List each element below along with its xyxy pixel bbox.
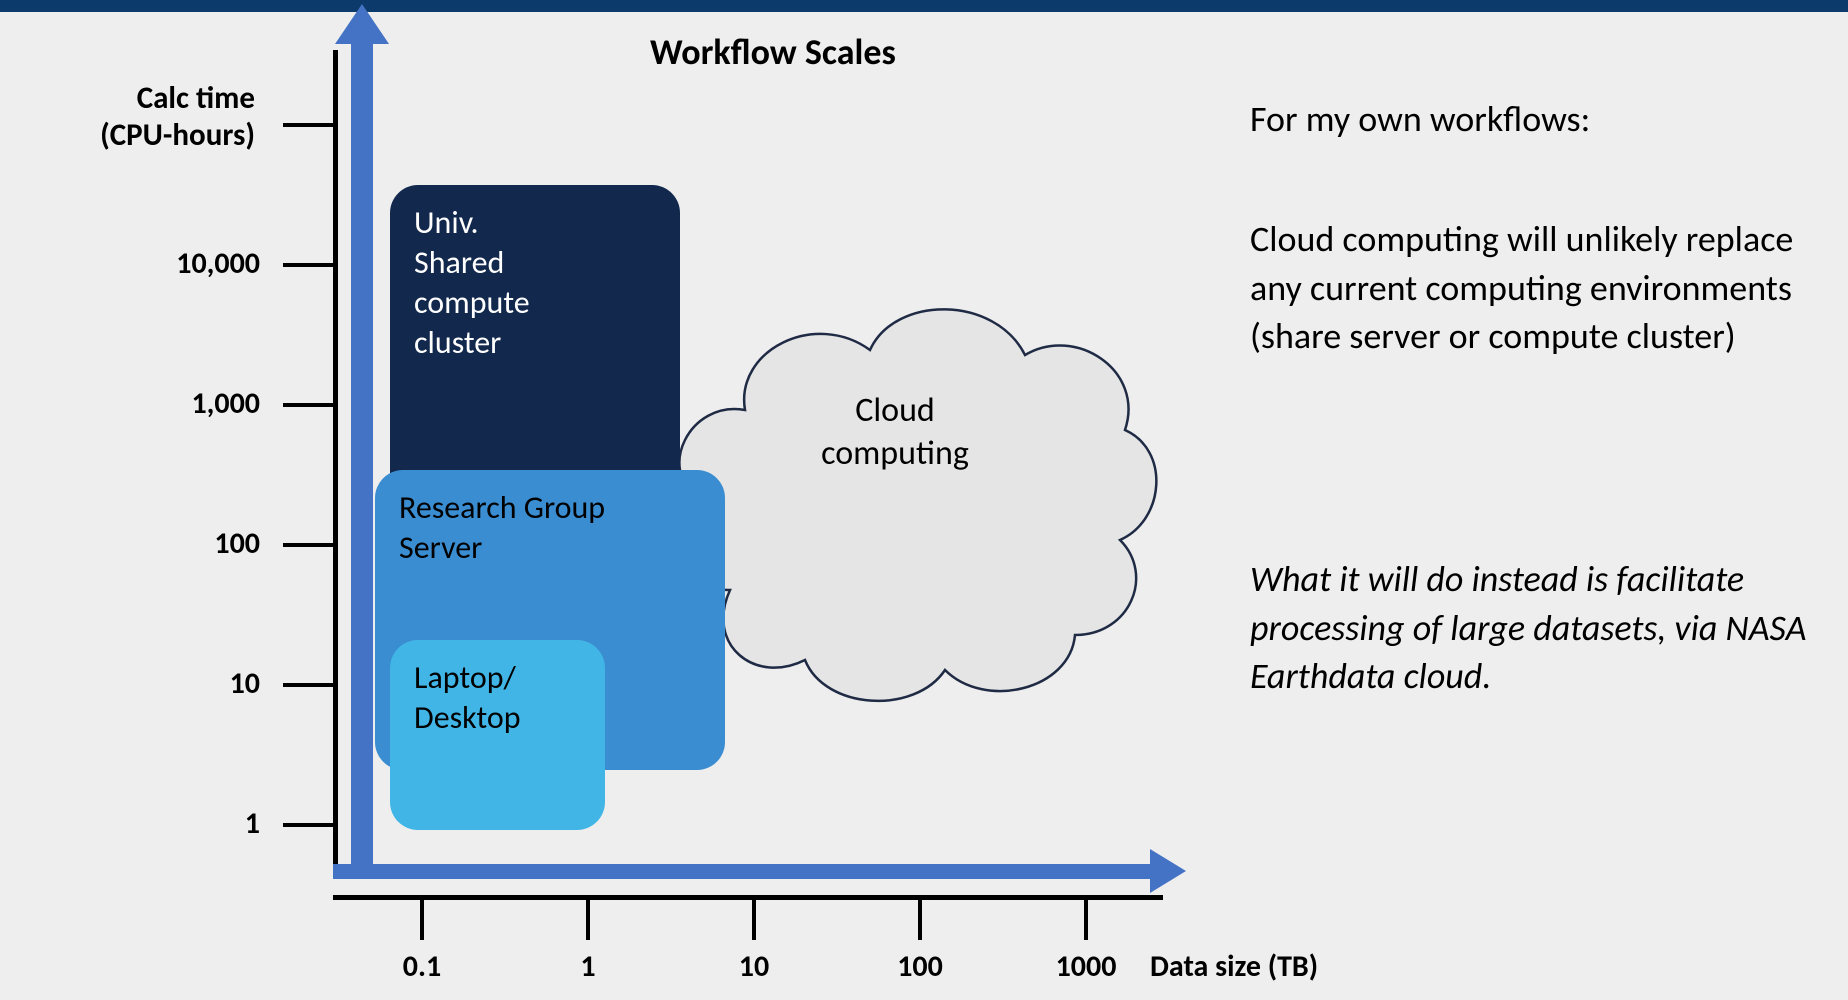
side-paragraph-2: Cloud computing will unlikely replace an… [1250,215,1825,361]
y-tick-label: 10,000 [60,245,260,282]
y-tick-extra [283,123,333,127]
y-tick-label: 1,000 [60,385,260,422]
box-cluster-label: Univ. Shared compute cluster [414,203,574,363]
slide-top-strip [0,0,1848,12]
chart-title: Workflow Scales [650,30,896,74]
x-tick-label: 100 [878,948,962,985]
y-tick [283,403,333,407]
cloud-label: Cloud computing [780,390,1010,475]
side-paragraph-1: For my own workflows: [1250,95,1810,144]
x-tick [752,895,756,940]
y-tick [283,543,333,547]
y-axis-title-line1: Calc time [137,79,255,117]
y-tick-label: 10 [60,665,260,702]
y-axis-title: Calc time (CPU-hours) [10,80,255,154]
x-axis-arrow-head [1150,849,1186,893]
x-axis-arrow-shaft [333,864,1153,879]
x-tick [1084,895,1088,940]
box-laptop: Laptop/ Desktop [390,640,605,830]
y-tick [283,683,333,687]
y-axis-title-line2: (CPU-hours) [100,116,255,154]
y-tick-label: 1 [60,805,260,842]
x-axis-line [333,895,1163,900]
box-research-label: Research Group Server [399,488,639,568]
y-tick-label: 100 [60,525,260,562]
cloud-label-text: Cloud computing [821,390,969,474]
x-tick-label: 10 [722,948,786,985]
y-tick [283,263,333,267]
x-axis-title: Data size (TB) [1150,948,1318,985]
y-axis-line [333,50,338,870]
y-axis-arrow-head [335,4,389,44]
side-paragraph-3: What it will do instead is facilitate pr… [1250,555,1825,701]
x-tick [420,895,424,940]
x-tick-label: 1 [566,948,610,985]
box-laptop-label: Laptop/ Desktop [414,658,581,738]
x-tick-label: 0.1 [390,948,454,985]
x-tick [586,895,590,940]
y-axis-arrow-shaft [351,40,373,878]
x-tick-label: 1000 [1034,948,1138,985]
y-tick [283,823,333,827]
x-tick [918,895,922,940]
